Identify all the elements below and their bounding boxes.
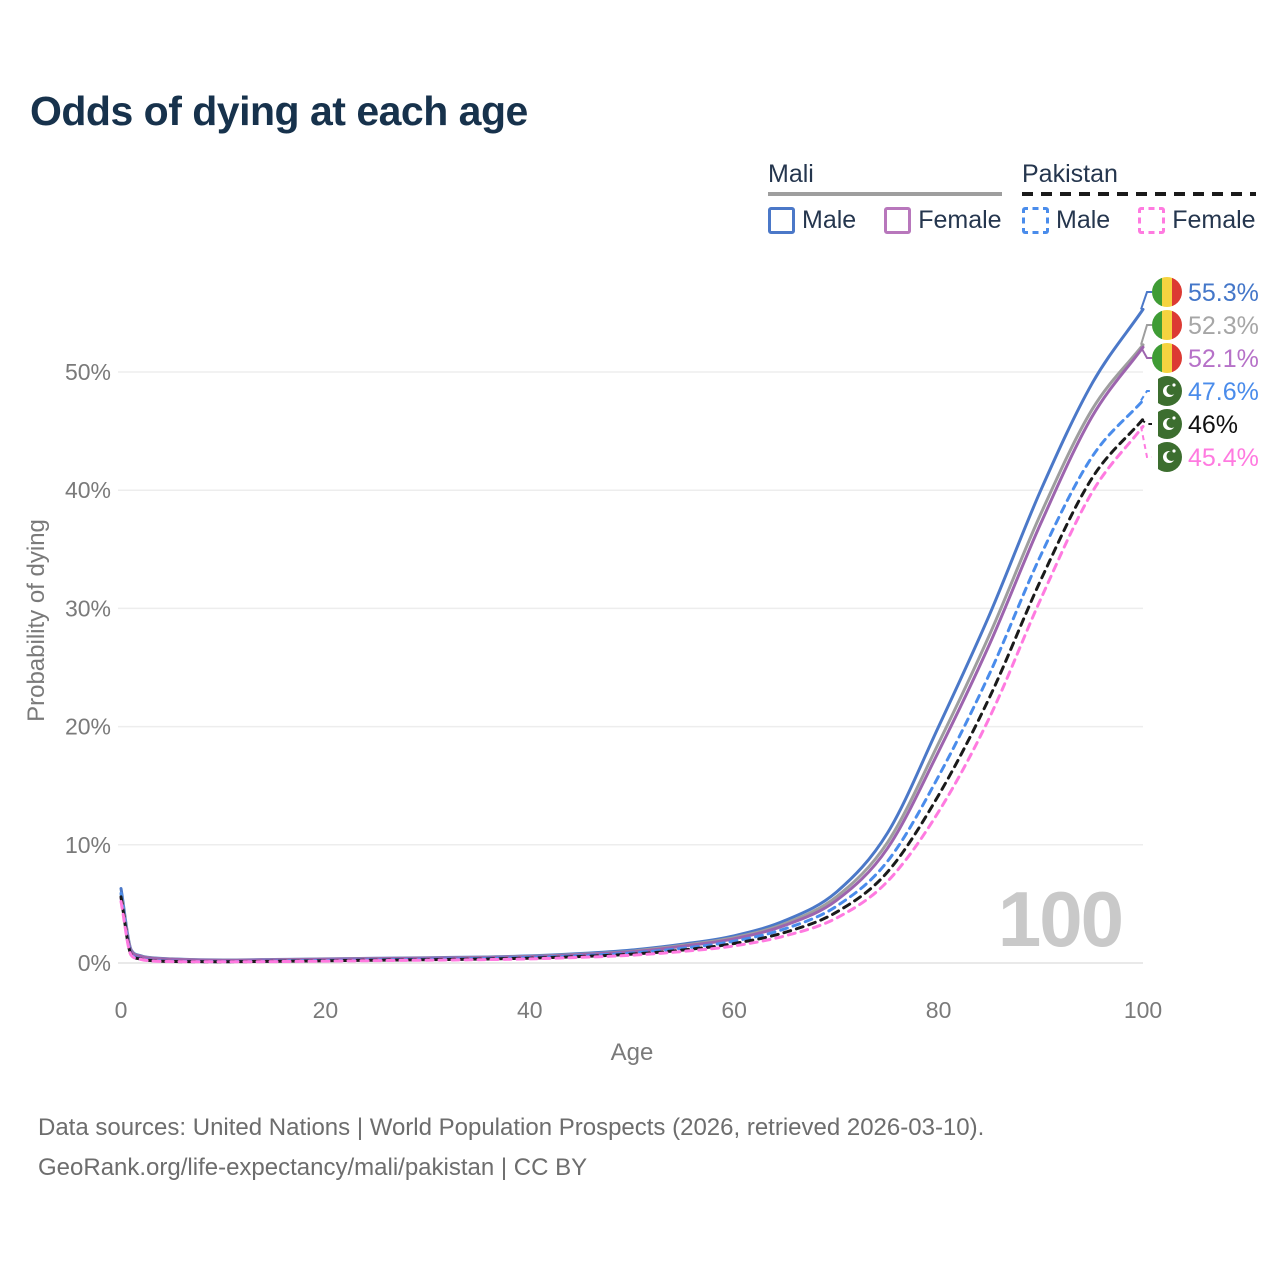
mali-flag-icon — [1152, 343, 1182, 373]
legend-group-pakistan: Pakistan Male Female — [1022, 160, 1256, 235]
end-label-pakistan-female: 45.4% — [1188, 444, 1259, 472]
x-tick-label: 60 — [721, 997, 747, 1023]
y-tick-label: 40% — [65, 477, 111, 503]
series-line-mali-both[interactable] — [119, 343, 1145, 962]
legend-item-mali-female[interactable]: Female — [884, 206, 1002, 235]
legend-item-pakistan-female[interactable]: Female — [1138, 206, 1256, 235]
y-tick-label: 30% — [65, 595, 111, 621]
data-source-note: Data sources: United Nations | World Pop… — [38, 1108, 984, 1188]
mali-female-swatch-icon — [884, 207, 912, 234]
y-tick-label: 10% — [65, 832, 111, 858]
y-tick-label: 0% — [78, 950, 111, 976]
pakistan-flag-icon — [1152, 376, 1182, 406]
x-tick-label: 0 — [115, 997, 128, 1023]
legend-header-mali[interactable]: Mali — [768, 160, 814, 188]
x-tick-label: 20 — [313, 997, 339, 1023]
legend-item-label: Male — [802, 206, 857, 234]
legend-underline-mali — [768, 192, 1002, 196]
y-tick-label: 50% — [65, 359, 111, 385]
legend-group-mali: Mali Male Female — [768, 160, 1002, 235]
end-label-mali-male: 55.3% — [1188, 279, 1259, 307]
x-tick-label: 80 — [926, 997, 952, 1023]
series-line-pakistan-female[interactable] — [119, 424, 1145, 964]
legend-item-pakistan-male[interactable]: Male — [1022, 206, 1110, 235]
legend-underline-pakistan — [1022, 192, 1256, 196]
connector-mali-male — [1140, 291, 1152, 310]
legend-item-label: Female — [918, 206, 1002, 234]
pakistan-male-swatch-icon — [1022, 207, 1049, 234]
end-label-pakistan-both: 46% — [1188, 411, 1238, 439]
y-tick-label: 20% — [65, 714, 111, 740]
attribution-line: GeoRank.org/life-expectancy/mali/pakista… — [38, 1154, 588, 1181]
series-line-pakistan-both[interactable] — [119, 417, 1145, 964]
series-line-mali-female[interactable] — [119, 345, 1145, 962]
pakistan-flag-icon — [1152, 409, 1182, 439]
page-title: Odds of dying at each age — [30, 88, 528, 134]
pakistan-female-swatch-icon — [1138, 207, 1166, 234]
x-tick-label: 100 — [1124, 997, 1162, 1023]
connector-pakistan-female — [1140, 426, 1152, 458]
mali-flag-icon — [1152, 277, 1182, 307]
pakistan-flag-icon — [1152, 442, 1182, 472]
x-tick-label: 40 — [517, 997, 543, 1023]
legend-item-label: Female — [1172, 206, 1256, 234]
end-label-pakistan-male: 47.6% — [1188, 378, 1259, 406]
mali-flag-icon — [1152, 310, 1182, 340]
mali-male-swatch-icon — [768, 207, 795, 234]
series-line-pakistan-male[interactable] — [119, 398, 1145, 964]
end-label-mali-female: 52.1% — [1188, 345, 1259, 373]
connector-pakistan-male — [1140, 390, 1152, 401]
connector-pakistan-both — [1140, 418, 1152, 425]
connector-mali-female — [1140, 346, 1152, 359]
end-label-mali-both: 52.3% — [1188, 312, 1259, 340]
age-watermark: 100 — [998, 875, 1122, 963]
x-axis-title: Age — [611, 1039, 654, 1066]
y-axis-title: Probability of dying — [23, 519, 50, 722]
legend-header-pakistan[interactable]: Pakistan — [1022, 160, 1118, 188]
connector-mali-both — [1140, 324, 1152, 346]
line-chart: 0% 10% 20% 30% 40% 50% 0 20 40 60 80 100 Age Probabil… — [23, 277, 1259, 1066]
legend-item-label: Male — [1056, 206, 1111, 234]
legend-item-mali-male[interactable]: Male — [768, 206, 856, 235]
data-source-line: Data sources: United Nations | World Pop… — [38, 1114, 985, 1141]
